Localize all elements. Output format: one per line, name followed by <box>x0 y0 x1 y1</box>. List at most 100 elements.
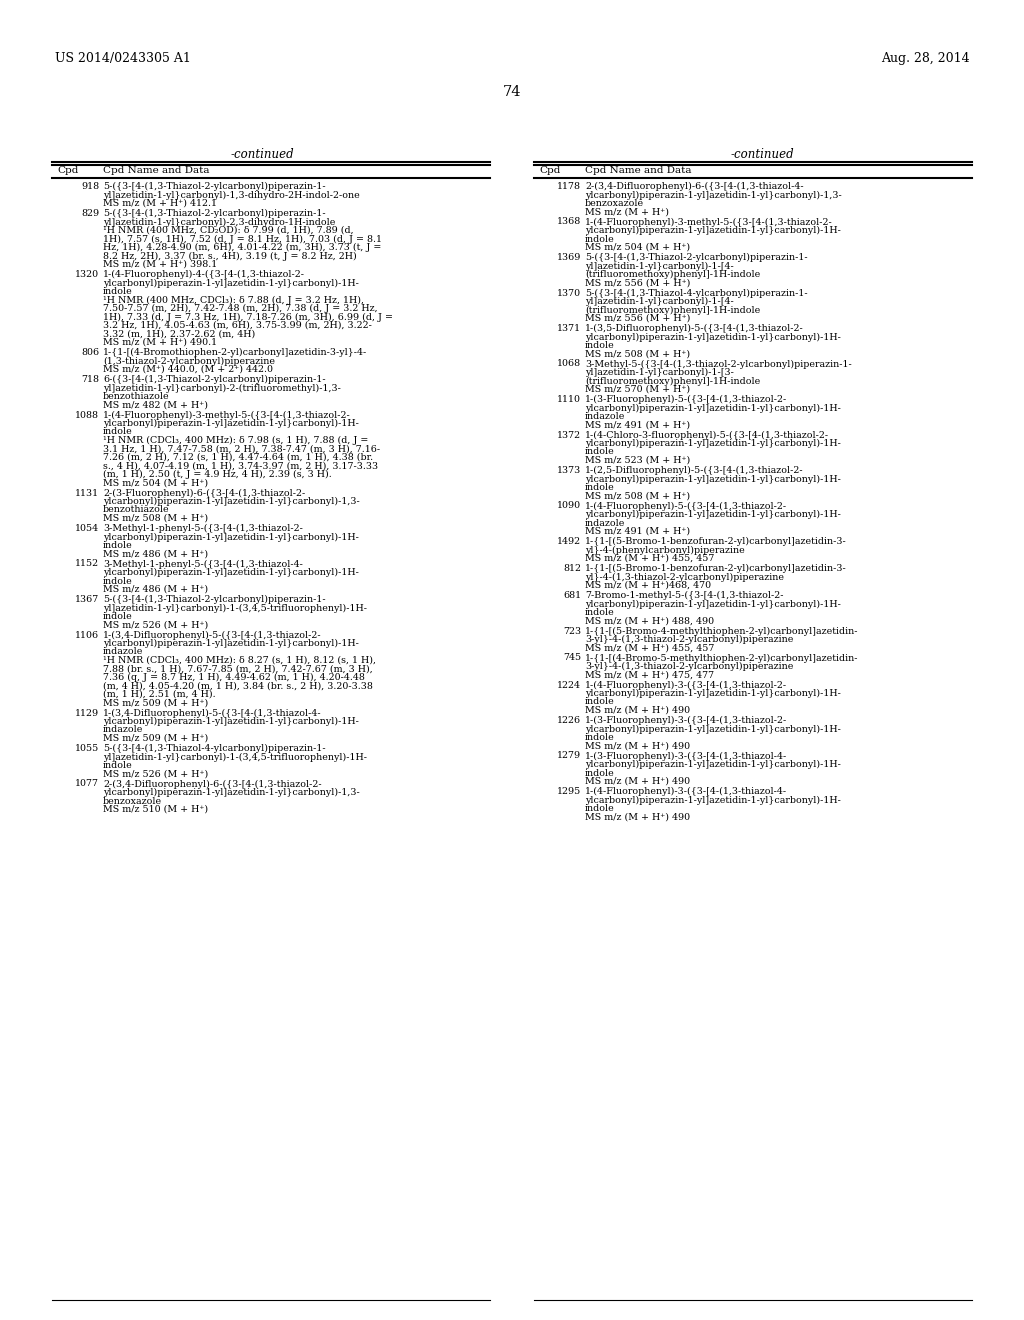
Text: indole: indole <box>585 804 614 813</box>
Text: MS m/z (M + H⁺) 490: MS m/z (M + H⁺) 490 <box>585 777 690 785</box>
Text: indazole: indazole <box>103 648 143 656</box>
Text: 1-(3,4-Difluorophenyl)-5-({3-[4-(1,3-thiazol-4-: 1-(3,4-Difluorophenyl)-5-({3-[4-(1,3-thi… <box>103 709 322 718</box>
Text: MS m/z (M + H⁺) 490: MS m/z (M + H⁺) 490 <box>585 813 690 821</box>
Text: 1077: 1077 <box>75 780 99 788</box>
Text: 1367: 1367 <box>75 595 99 605</box>
Text: 1-{1-[(4-Bromothiophen-2-yl)carbonyl]azetidin-3-yl}-4-: 1-{1-[(4-Bromothiophen-2-yl)carbonyl]aze… <box>103 348 368 358</box>
Text: 1178: 1178 <box>557 182 581 191</box>
Text: (trifluoromethoxy)phenyl]-1H-indole: (trifluoromethoxy)phenyl]-1H-indole <box>585 271 760 279</box>
Text: 1H), 7.33 (d, J = 7.3 Hz, 1H), 7.18-7.26 (m, 3H), 6.99 (d, J =: 1H), 7.33 (d, J = 7.3 Hz, 1H), 7.18-7.26… <box>103 313 393 322</box>
Text: indazole: indazole <box>585 412 626 421</box>
Text: 1-(4-Chloro-3-fluorophenyl)-5-({3-[4-(1,3-thiazol-2-: 1-(4-Chloro-3-fluorophenyl)-5-({3-[4-(1,… <box>585 430 829 440</box>
Text: 1224: 1224 <box>557 681 581 689</box>
Text: ylcarbonyl)piperazin-1-yl]azetidin-1-yl}carbonyl)-1H-: ylcarbonyl)piperazin-1-yl]azetidin-1-yl}… <box>585 333 841 342</box>
Text: 3.1 Hz, 1 H), 7.47-7.58 (m, 2 H), 7.38-7.47 (m, 3 H), 7.16-: 3.1 Hz, 1 H), 7.47-7.58 (m, 2 H), 7.38-7… <box>103 445 380 454</box>
Text: indole: indole <box>585 483 614 492</box>
Text: 723: 723 <box>563 627 581 635</box>
Text: 1-{1-[(5-Bromo-1-benzofuran-2-yl)carbonyl]azetidin-3-: 1-{1-[(5-Bromo-1-benzofuran-2-yl)carbony… <box>585 537 847 546</box>
Text: yl]azetidin-1-yl}carbonyl)-1,3-dihydro-2H-indol-2-one: yl]azetidin-1-yl}carbonyl)-1,3-dihydro-2… <box>103 190 359 199</box>
Text: ylcarbonyl)piperazin-1-yl]azetidin-1-yl}carbonyl)-1H-: ylcarbonyl)piperazin-1-yl]azetidin-1-yl}… <box>103 279 358 288</box>
Text: MS m/z (M⁺) 440.0, (M + 2⁺) 442.0: MS m/z (M⁺) 440.0, (M + 2⁺) 442.0 <box>103 366 273 374</box>
Text: ylcarbonyl)piperazin-1-yl]azetidin-1-yl}carbonyl)-1H-: ylcarbonyl)piperazin-1-yl]azetidin-1-yl}… <box>585 725 841 734</box>
Text: yl]azetidin-1-yl}carbonyl)-2,3-dihydro-1H-indole: yl]azetidin-1-yl}carbonyl)-2,3-dihydro-1… <box>103 218 336 227</box>
Text: yl]azetidin-1-yl}carbonyl)-1-[3-: yl]azetidin-1-yl}carbonyl)-1-[3- <box>585 368 734 378</box>
Text: (trifluoromethoxy)phenyl]-1H-indole: (trifluoromethoxy)phenyl]-1H-indole <box>585 376 760 385</box>
Text: ylcarbonyl)piperazin-1-yl]azetidin-1-yl}carbonyl)-1H-: ylcarbonyl)piperazin-1-yl]azetidin-1-yl}… <box>585 599 841 609</box>
Text: MS m/z (M + H⁺) 488, 490: MS m/z (M + H⁺) 488, 490 <box>585 616 714 626</box>
Text: 1131: 1131 <box>75 488 99 498</box>
Text: 829: 829 <box>81 209 99 218</box>
Text: MS m/z (M + H⁺) 455, 457: MS m/z (M + H⁺) 455, 457 <box>585 554 715 564</box>
Text: MS m/z 509 (M + H⁺): MS m/z 509 (M + H⁺) <box>103 734 208 743</box>
Text: MS m/z 510 (M + H⁺): MS m/z 510 (M + H⁺) <box>103 805 208 814</box>
Text: -continued: -continued <box>230 148 294 161</box>
Text: 1110: 1110 <box>557 395 581 404</box>
Text: 5-({3-[4-(1,3-Thiazol-4-ylcarbonyl)piperazin-1-: 5-({3-[4-(1,3-Thiazol-4-ylcarbonyl)piper… <box>103 744 326 754</box>
Text: 1106: 1106 <box>75 631 99 639</box>
Text: 1088: 1088 <box>75 411 99 420</box>
Text: indole: indole <box>103 762 133 770</box>
Text: US 2014/0243305 A1: US 2014/0243305 A1 <box>55 51 190 65</box>
Text: MS m/z (M + H⁺): MS m/z (M + H⁺) <box>585 207 669 216</box>
Text: ylcarbonyl)piperazin-1-yl]azetidin-1-yl}carbonyl)-1,3-: ylcarbonyl)piperazin-1-yl]azetidin-1-yl}… <box>103 788 359 797</box>
Text: 1-{1-[(5-Bromo-4-methylthiophen-2-yl)carbonyl]azetidin-: 1-{1-[(5-Bromo-4-methylthiophen-2-yl)car… <box>585 627 858 636</box>
Text: MS m/z 556 (M + H⁺): MS m/z 556 (M + H⁺) <box>585 279 690 288</box>
Text: 1H), 7.57 (s, 1H), 7.52 (d, J = 8.1 Hz, 1H), 7.03 (d, J = 8.1: 1H), 7.57 (s, 1H), 7.52 (d, J = 8.1 Hz, … <box>103 235 382 244</box>
Text: MS m/z 491 (M + H⁺): MS m/z 491 (M + H⁺) <box>585 421 690 429</box>
Text: indole: indole <box>585 447 614 457</box>
Text: 7.88 (br. s., 1 H), 7.67-7.85 (m, 2 H), 7.42-7.67 (m, 3 H),: 7.88 (br. s., 1 H), 7.67-7.85 (m, 2 H), … <box>103 664 373 673</box>
Text: 3-yl}-4-(1,3-thiazol-2-ylcarbonyl)piperazine: 3-yl}-4-(1,3-thiazol-2-ylcarbonyl)pipera… <box>585 663 794 671</box>
Text: yl]azetidin-1-yl}carbonyl)-1-(3,4,5-trifluorophenyl)-1H-: yl]azetidin-1-yl}carbonyl)-1-(3,4,5-trif… <box>103 603 367 612</box>
Text: 812: 812 <box>563 564 581 573</box>
Text: ylcarbonyl)piperazin-1-yl]azetidin-1-yl}carbonyl)-1,3-: ylcarbonyl)piperazin-1-yl]azetidin-1-yl}… <box>103 498 359 506</box>
Text: indole: indole <box>103 577 133 586</box>
Text: (trifluoromethoxy)phenyl]-1H-indole: (trifluoromethoxy)phenyl]-1H-indole <box>585 305 760 314</box>
Text: benzoxazole: benzoxazole <box>103 796 162 805</box>
Text: 3-yl}-4-(1,3-thiazol-2-ylcarbonyl)piperazine: 3-yl}-4-(1,3-thiazol-2-ylcarbonyl)pipera… <box>585 635 794 644</box>
Text: MS m/z 509 (M + H⁺): MS m/z 509 (M + H⁺) <box>103 698 208 708</box>
Text: benzothiazole: benzothiazole <box>103 392 170 401</box>
Text: MS m/z 486 (M + H⁺): MS m/z 486 (M + H⁺) <box>103 549 208 558</box>
Text: 1279: 1279 <box>557 751 581 760</box>
Text: ylcarbonyl)piperazin-1-yl]azetidin-1-yl}carbonyl)-1H-: ylcarbonyl)piperazin-1-yl]azetidin-1-yl}… <box>585 474 841 483</box>
Text: ylcarbonyl)piperazin-1-yl]azetidin-1-yl}carbonyl)-1H-: ylcarbonyl)piperazin-1-yl]azetidin-1-yl}… <box>103 568 358 577</box>
Text: MS m/z 482 (M + H⁺): MS m/z 482 (M + H⁺) <box>103 400 208 409</box>
Text: ¹H NMR (400 MHz, CD₂OD): δ 7.99 (d, 1H), 7.89 (d,: ¹H NMR (400 MHz, CD₂OD): δ 7.99 (d, 1H),… <box>103 226 353 235</box>
Text: -continued: -continued <box>730 148 794 161</box>
Text: 1-(4-Fluorophenyl)-3-methyl-5-({3-[4-(1,3-thiazol-2-: 1-(4-Fluorophenyl)-3-methyl-5-({3-[4-(1,… <box>103 411 351 420</box>
Text: 1372: 1372 <box>557 430 581 440</box>
Text: ylcarbonyl)piperazin-1-yl]azetidin-1-yl}carbonyl)-1H-: ylcarbonyl)piperazin-1-yl]azetidin-1-yl}… <box>585 760 841 770</box>
Text: 1-{1-[(5-Bromo-1-benzofuran-2-yl)carbonyl]azetidin-3-: 1-{1-[(5-Bromo-1-benzofuran-2-yl)carbony… <box>585 564 847 573</box>
Text: 74: 74 <box>503 84 521 99</box>
Text: 1-(4-Fluorophenyl)-3-({3-[4-(1,3-thiazol-2-: 1-(4-Fluorophenyl)-3-({3-[4-(1,3-thiazol… <box>585 681 787 689</box>
Text: 718: 718 <box>81 375 99 384</box>
Text: 1055: 1055 <box>75 744 99 752</box>
Text: 5-({3-[4-(1,3-Thiazol-2-ylcarbonyl)piperazin-1-: 5-({3-[4-(1,3-Thiazol-2-ylcarbonyl)piper… <box>103 182 326 191</box>
Text: MS m/z (M + H⁺) 398.1: MS m/z (M + H⁺) 398.1 <box>103 260 217 269</box>
Text: 3-Methyl-1-phenyl-5-({3-[4-(1,3-thiazol-4-: 3-Methyl-1-phenyl-5-({3-[4-(1,3-thiazol-… <box>103 560 303 569</box>
Text: indazole: indazole <box>585 519 626 528</box>
Text: MS m/z 526 (M + H⁺): MS m/z 526 (M + H⁺) <box>103 770 208 779</box>
Text: 1368: 1368 <box>557 218 581 227</box>
Text: 1371: 1371 <box>557 323 581 333</box>
Text: Aug. 28, 2014: Aug. 28, 2014 <box>882 51 970 65</box>
Text: ylcarbonyl)piperazin-1-yl]azetidin-1-yl}carbonyl)-1H-: ylcarbonyl)piperazin-1-yl]azetidin-1-yl}… <box>585 404 841 413</box>
Text: yl}-4-(1,3-thiazol-2-ylcarbonyl)piperazine: yl}-4-(1,3-thiazol-2-ylcarbonyl)piperazi… <box>585 573 784 582</box>
Text: ylcarbonyl)piperazin-1-yl]azetidin-1-yl}carbonyl)-1H-: ylcarbonyl)piperazin-1-yl]azetidin-1-yl}… <box>585 796 841 805</box>
Text: 2-(3,4-Difluorophenyl)-6-({3-[4-(1,3-thiazol-4-: 2-(3,4-Difluorophenyl)-6-({3-[4-(1,3-thi… <box>585 182 804 191</box>
Text: yl}-4-(phenylcarbonyl)piperazine: yl}-4-(phenylcarbonyl)piperazine <box>585 545 744 554</box>
Text: 7.26 (m, 2 H), 7.12 (s, 1 H), 4.47-4.64 (m, 1 H), 4.38 (br.: 7.26 (m, 2 H), 7.12 (s, 1 H), 4.47-4.64 … <box>103 453 373 462</box>
Text: MS m/z 491 (M + H⁺): MS m/z 491 (M + H⁺) <box>585 527 690 536</box>
Text: 1-(3-Fluorophenyl)-3-({3-[4-(1,3-thiazol-2-: 1-(3-Fluorophenyl)-3-({3-[4-(1,3-thiazol… <box>585 715 787 725</box>
Text: 1-(3-Fluorophenyl)-5-({3-[4-(1,3-thiazol-2-: 1-(3-Fluorophenyl)-5-({3-[4-(1,3-thiazol… <box>585 395 787 404</box>
Text: MS m/z 486 (M + H⁺): MS m/z 486 (M + H⁺) <box>103 585 208 594</box>
Text: indole: indole <box>585 235 614 243</box>
Text: MS m/z (M + H⁺) 490: MS m/z (M + H⁺) 490 <box>585 742 690 751</box>
Text: Cpd Name and Data: Cpd Name and Data <box>585 166 691 176</box>
Text: (1,3-thiazol-2-ylcarbonyl)piperazine: (1,3-thiazol-2-ylcarbonyl)piperazine <box>103 356 275 366</box>
Text: 5-({3-[4-(1,3-Thiazol-4-ylcarbonyl)piperazin-1-: 5-({3-[4-(1,3-Thiazol-4-ylcarbonyl)piper… <box>585 289 808 297</box>
Text: MS m/z 508 (M + H⁺): MS m/z 508 (M + H⁺) <box>585 350 690 359</box>
Text: indole: indole <box>585 733 614 742</box>
Text: 1369: 1369 <box>557 253 581 261</box>
Text: indole: indole <box>585 341 614 350</box>
